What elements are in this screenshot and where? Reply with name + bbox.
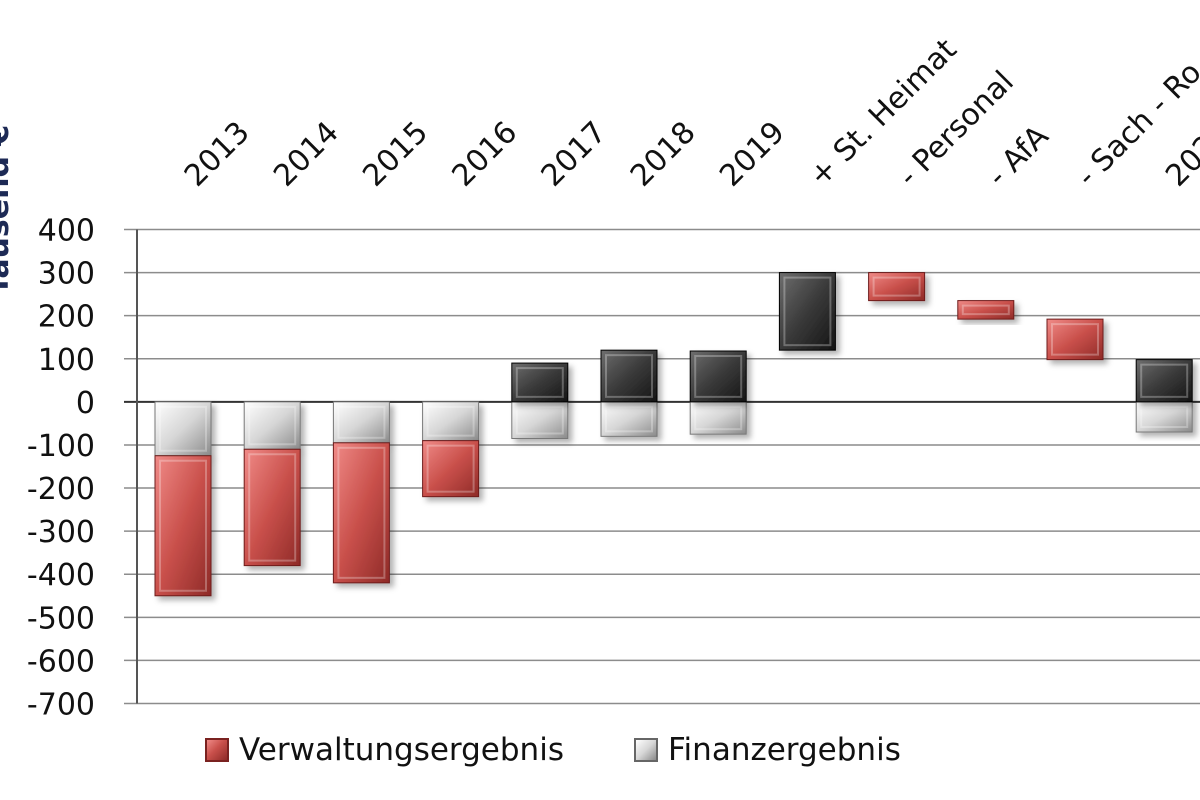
bar-bevel [1140, 363, 1189, 398]
bar-dark [778, 272, 836, 351]
bar-bevel [426, 444, 475, 493]
x-category-label: 2015 [356, 115, 435, 194]
bar-bevel [426, 405, 475, 437]
bar-light [332, 401, 390, 444]
bar-dark [1135, 359, 1193, 403]
y-tick-label: 100 [38, 343, 95, 378]
bar-bevel [337, 405, 386, 439]
bar-rect [1135, 359, 1193, 403]
bars [154, 272, 1193, 597]
bar-rect [332, 401, 390, 444]
bar-light [511, 401, 569, 439]
bar-bevel [159, 459, 207, 592]
bar-bevel [694, 405, 743, 431]
bar-bevel [515, 367, 564, 398]
bar-light [600, 401, 658, 437]
y-tick-label: -500 [27, 601, 95, 636]
x-category-label: 2014 [267, 115, 346, 194]
bar-rect [243, 401, 301, 450]
legend-item-verwaltungsergebnis: Verwaltungsergebnis [205, 732, 564, 768]
legend-swatch-red [205, 738, 229, 762]
bar-rect [868, 272, 926, 302]
bar-light [1135, 401, 1193, 433]
bar-red [868, 272, 926, 302]
legend-label: Finanzergebnis [667, 732, 901, 768]
y-tick-label: -100 [27, 429, 95, 464]
bar-rect [422, 401, 480, 442]
legend-item-finanzergebnis: Finanzergebnis [633, 732, 901, 768]
bar-rect [511, 401, 569, 439]
bar-rect [689, 350, 747, 403]
x-category-label: 2017 [535, 115, 614, 194]
bar-rect [600, 401, 658, 437]
x-category-label: 2018 [624, 115, 703, 194]
bar-rect [1046, 318, 1104, 361]
bar-red [1046, 318, 1104, 361]
bar-rect [243, 448, 301, 567]
bar-rect [1135, 401, 1193, 433]
bar-bevel [783, 276, 832, 347]
bar-rect [600, 349, 658, 403]
bar-rect [778, 272, 836, 351]
gridlines [124, 228, 1200, 705]
y-tick-label: 0 [76, 386, 95, 421]
bar-bevel [248, 453, 297, 562]
x-category-label: 2013 [178, 115, 257, 194]
x-category-label: 202 [1159, 128, 1200, 193]
bar-bevel [605, 354, 653, 398]
bar-rect [154, 455, 212, 597]
bar-dark [689, 350, 747, 403]
bar-light [422, 401, 480, 442]
bar-rect [332, 442, 390, 584]
bar-dark [511, 362, 569, 403]
y-axis-ticks: 400 300 200 100 0 -100 -200 -300 -400 -500 -600 -70… [27, 214, 95, 723]
bar-light [154, 401, 212, 457]
x-category-label: - AfA [981, 118, 1056, 193]
bar-bevel [337, 446, 386, 579]
legend-label: Verwaltungsergebnis [239, 732, 564, 768]
y-tick-label: -700 [27, 688, 95, 723]
bar-bevel [961, 304, 1010, 316]
bar-rect [422, 440, 480, 498]
bar-rect [957, 300, 1015, 320]
bar-rect [689, 401, 747, 435]
bar-bevel [248, 405, 297, 446]
y-tick-label: 400 [38, 214, 95, 249]
bar-red [154, 455, 212, 597]
legend-swatch-light [633, 738, 658, 762]
y-tick-label: -200 [27, 472, 95, 507]
legend: Verwaltungsergebnis Finanzergebnis [205, 728, 901, 772]
bar-bevel [605, 405, 653, 433]
bar-dark [600, 349, 658, 403]
y-tick-label: 200 [38, 300, 95, 335]
bar-bevel [159, 405, 207, 452]
bar-red [422, 440, 480, 498]
bar-red [957, 300, 1015, 320]
bar-rect [511, 362, 569, 403]
bar-bevel [1051, 323, 1099, 356]
bar-bevel [1140, 405, 1189, 429]
x-axis-labels: 2013 2014 2015 2016 2017 2018 2019 + St. Heimat… [178, 32, 1200, 194]
y-tick-label: -300 [27, 515, 95, 550]
x-category-label: 2019 [713, 115, 792, 194]
bar-red [332, 442, 390, 584]
bar-light [243, 401, 301, 450]
bar-light [689, 401, 747, 435]
bar-bevel [515, 405, 564, 435]
x-category-label: 2016 [446, 115, 525, 194]
y-axis-label: Tausend € [0, 125, 16, 296]
bar-red [243, 448, 301, 567]
y-tick-label: -400 [27, 558, 95, 593]
bar-bevel [872, 276, 921, 297]
bar-rect [154, 401, 212, 457]
y-tick-label: -600 [27, 644, 95, 679]
bar-bevel [694, 355, 743, 398]
y-tick-label: 300 [38, 257, 95, 292]
